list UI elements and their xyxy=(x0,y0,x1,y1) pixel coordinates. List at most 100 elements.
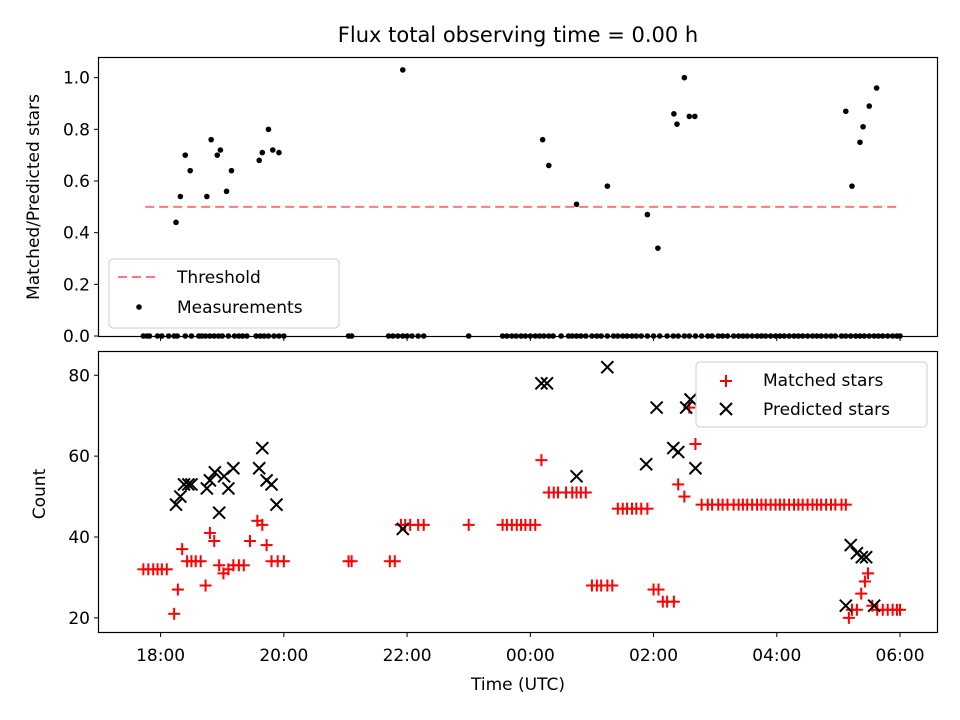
matched-star-point xyxy=(213,559,226,572)
predicted-star-point xyxy=(639,457,653,471)
matched-star-point xyxy=(535,454,548,467)
matched-star-point xyxy=(652,583,665,596)
x-axis-label: Time (UTC) xyxy=(470,675,565,695)
predicted-star-point xyxy=(181,477,196,492)
measurement-point xyxy=(276,149,282,156)
x-tick-label: 00:00 xyxy=(506,646,555,666)
matched-star-point xyxy=(243,535,256,548)
matched-star-point xyxy=(689,437,702,450)
matched-star-point xyxy=(203,526,216,539)
y-tick-label: 0.2 xyxy=(63,275,90,295)
y-tick-label: 0.8 xyxy=(63,120,90,140)
predicted-star-point xyxy=(226,461,241,475)
matched-star-point xyxy=(641,502,654,515)
measurement-point xyxy=(173,219,179,226)
measurement-point xyxy=(671,111,677,117)
predicted-star-point xyxy=(534,376,549,391)
matched-star-point xyxy=(199,579,212,592)
measurement-point xyxy=(214,152,221,158)
measurement-point xyxy=(866,103,873,109)
bottom-legend: Matched stars Predicted stars xyxy=(695,361,928,428)
legend-threshold-label: Threshold xyxy=(176,268,261,288)
y-tick-label: 40 xyxy=(68,528,90,548)
bottom-y-ticks: 20 40 60 80 xyxy=(68,366,99,629)
matched-star-point xyxy=(839,498,852,511)
measurement-point xyxy=(182,152,189,158)
predicted-star-point xyxy=(169,497,183,512)
predicted-star-point xyxy=(208,465,222,480)
measurement-point xyxy=(655,245,661,251)
measurement-point xyxy=(223,188,230,195)
bottom-plot-markers xyxy=(137,360,907,624)
x-tick-label: 02:00 xyxy=(629,646,678,666)
matched-star-point xyxy=(894,603,907,616)
y-tick-label: 0.4 xyxy=(63,224,90,244)
x-tick-label: 22:00 xyxy=(383,646,432,666)
y-tick-label: 1.0 xyxy=(63,69,90,89)
predicted-star-point xyxy=(269,497,284,512)
measurement-point xyxy=(259,149,266,156)
matched-star-point xyxy=(858,575,871,588)
predicted-star-point xyxy=(396,522,410,536)
predicted-star-point xyxy=(683,392,698,407)
measurement-point xyxy=(860,123,866,130)
measurement-point xyxy=(177,193,184,200)
x-tick-label: 04:00 xyxy=(752,646,801,666)
measurement-point xyxy=(187,167,193,174)
matched-star-point xyxy=(388,555,401,568)
measurement-point xyxy=(873,85,880,91)
top-x-ticks xyxy=(160,336,901,341)
measurement-point xyxy=(256,157,263,164)
measurement-point xyxy=(843,108,849,115)
predicted-star-point xyxy=(173,489,188,504)
matched-star-point xyxy=(194,555,207,568)
predicted-star-point xyxy=(184,477,199,492)
y-tick-label: 60 xyxy=(68,447,90,467)
bottom-y-axis-label: Count xyxy=(30,468,50,519)
legend-predicted-label: Predicted stars xyxy=(763,400,890,420)
measurement-point xyxy=(399,67,406,73)
top-y-ticks: 0.0 0.2 0.4 0.6 0.8 1.0 xyxy=(63,69,99,347)
y-tick-label: 20 xyxy=(68,609,90,629)
matched-star-point xyxy=(842,611,855,624)
matched-star-point xyxy=(861,567,874,580)
measurement-point xyxy=(681,74,688,81)
measurement-point xyxy=(686,113,693,120)
measurement-point xyxy=(573,201,580,208)
measurement-point xyxy=(539,136,546,143)
x-tick-label: 06:00 xyxy=(876,646,925,666)
matched-star-point xyxy=(672,478,685,491)
matched-star-point xyxy=(855,587,868,600)
predicted-star-point xyxy=(255,441,269,455)
y-tick-label: 0.6 xyxy=(63,172,90,192)
chart-title: Flux total observing time = 0.00 h xyxy=(338,23,698,47)
predicted-star-point xyxy=(264,477,279,492)
matched-star-point xyxy=(171,583,184,596)
x-tick-label: 18:00 xyxy=(136,646,185,666)
measurement-point xyxy=(208,136,214,143)
measurement-point xyxy=(857,139,863,146)
matched-star-point xyxy=(237,559,250,572)
predicted-star-point xyxy=(839,599,853,613)
matched-star-point xyxy=(579,486,592,499)
matched-star-point xyxy=(256,518,269,531)
top-legend: Threshold Measurements xyxy=(108,258,340,329)
matched-star-point xyxy=(462,518,475,531)
measurement-point xyxy=(692,113,698,120)
matched-star-point xyxy=(529,518,542,531)
matched-star-point xyxy=(260,539,273,552)
y-tick-label: 80 xyxy=(68,366,90,386)
measurement-point xyxy=(217,147,224,153)
measurement-point xyxy=(269,147,276,153)
measurement-point xyxy=(644,211,651,218)
matched-star-point xyxy=(277,555,290,568)
legend-matched-label: Matched stars xyxy=(763,371,883,391)
bottom-axes-frame xyxy=(97,350,939,634)
predicted-star-point xyxy=(859,550,873,564)
predicted-star-point xyxy=(221,481,236,496)
predicted-star-point xyxy=(200,481,214,496)
bottom-x-ticks: 18:00 20:00 22:00 00:00 02:00 04:00 06:00 xyxy=(136,632,925,666)
y-tick-label: 0.0 xyxy=(63,327,90,347)
predicted-star-point xyxy=(855,550,869,564)
matched-star-point xyxy=(606,579,619,592)
